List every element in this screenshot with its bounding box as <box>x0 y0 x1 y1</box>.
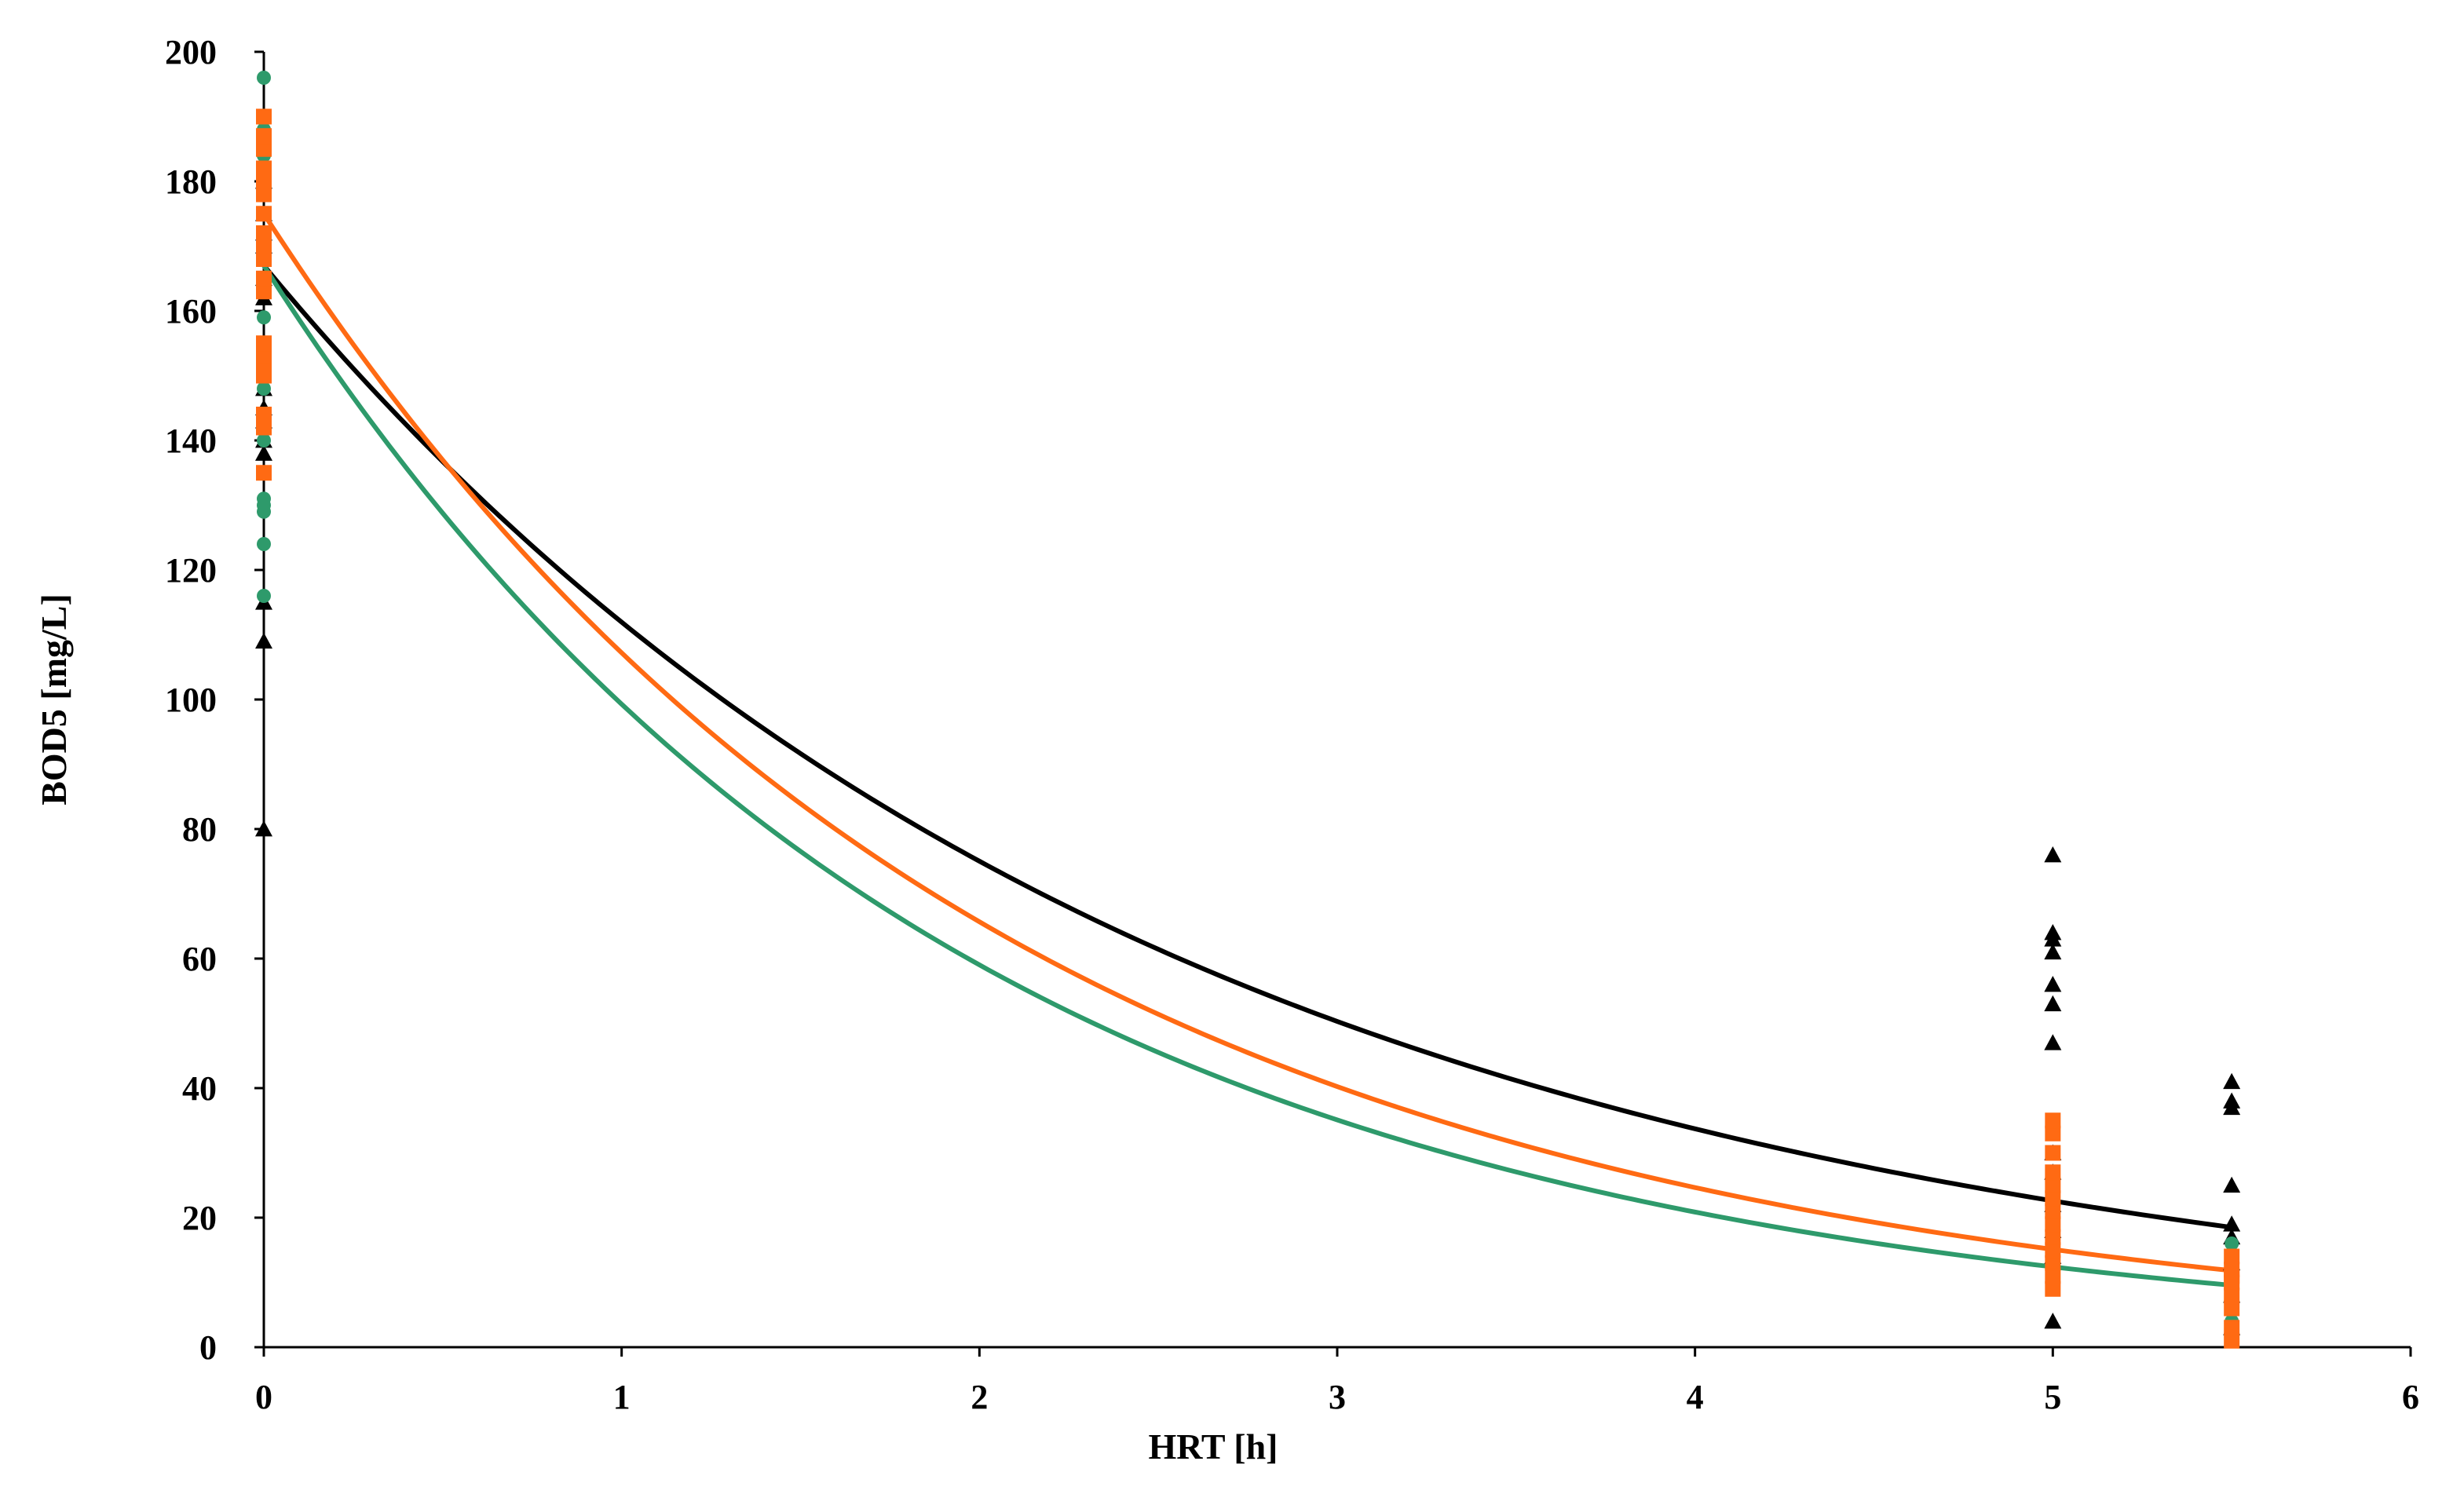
triangle-point <box>2044 943 2062 960</box>
x-tick-label: 3 <box>1329 1378 1346 1416</box>
square-point <box>256 348 272 364</box>
square-point <box>2045 1229 2061 1245</box>
square-point <box>256 465 272 481</box>
square-point <box>2045 1177 2061 1193</box>
square-point <box>256 238 272 254</box>
triangle-point <box>2223 1092 2241 1109</box>
square-point <box>2045 1255 2061 1271</box>
square-point <box>2045 1112 2061 1129</box>
square-point <box>2045 1145 2061 1161</box>
square-point <box>256 174 272 189</box>
fit-curve-series-1 <box>261 263 2235 1230</box>
square-point <box>2045 1125 2061 1142</box>
square-point <box>2224 1332 2240 1349</box>
circle-point <box>257 71 271 85</box>
square-point <box>256 128 272 144</box>
axes <box>254 50 2412 1357</box>
data-points <box>255 71 2241 1349</box>
y-axis-title: BOD5 [mg/L] <box>34 594 74 805</box>
square-point <box>256 108 272 125</box>
y-tick-label: 40 <box>182 1069 217 1108</box>
square-point <box>2224 1262 2240 1277</box>
square-point <box>256 206 272 222</box>
square-point <box>2224 1248 2240 1265</box>
fit-curve-series-3 <box>261 263 2235 1288</box>
y-tick-label: 100 <box>165 681 217 719</box>
triangle-point <box>2223 1215 2241 1232</box>
square-point <box>2224 1288 2240 1303</box>
square-point <box>2045 1280 2061 1297</box>
triangle-point <box>2223 1176 2241 1193</box>
y-tick-label: 80 <box>182 810 217 849</box>
square-point <box>256 270 272 287</box>
circle-point <box>257 310 271 325</box>
square-point <box>2224 1320 2240 1336</box>
square-point <box>2045 1242 2061 1258</box>
square-point <box>256 367 272 384</box>
x-tick-label: 5 <box>2044 1378 2061 1416</box>
triangle-point <box>255 444 272 461</box>
circle-point <box>257 382 271 396</box>
triangle-point <box>2044 846 2062 863</box>
y-tick-label: 60 <box>182 940 217 978</box>
triangle-point <box>2044 1313 2062 1329</box>
y-tick-label: 200 <box>165 33 217 71</box>
y-tick-label: 20 <box>182 1199 217 1237</box>
triangle-point <box>255 632 272 649</box>
triangle-point <box>2044 995 2062 1012</box>
square-point <box>256 186 272 203</box>
triangle-point <box>2044 924 2062 941</box>
square-point <box>256 160 272 177</box>
fit-curves <box>261 211 2235 1288</box>
y-tick-label: 180 <box>165 163 217 201</box>
x-tick-label: 4 <box>1687 1378 1704 1416</box>
square-point <box>256 407 272 422</box>
triangle-point <box>2044 1034 2062 1050</box>
y-tick-label: 120 <box>165 551 217 590</box>
x-tick-label: 2 <box>971 1378 988 1416</box>
circle-point <box>257 537 271 551</box>
x-tick-label: 6 <box>2402 1378 2419 1416</box>
square-point <box>256 251 272 267</box>
circle-point <box>257 589 271 603</box>
y-tick-label: 140 <box>165 422 217 460</box>
circle-point <box>257 491 271 506</box>
circle-point <box>257 433 271 447</box>
y-tick-label: 0 <box>199 1328 217 1367</box>
triangle-point <box>255 820 272 837</box>
x-axis-title: HRT [h] <box>1149 1426 1278 1467</box>
square-point <box>256 335 272 352</box>
x-tick-label: 0 <box>255 1378 272 1416</box>
y-tick-label: 160 <box>165 292 217 331</box>
square-point <box>256 419 272 436</box>
circle-point <box>2225 1236 2239 1251</box>
square-point <box>2045 1203 2061 1219</box>
triangle-point <box>2044 976 2062 992</box>
fit-curve-series-2 <box>261 211 2235 1273</box>
square-point <box>2045 1164 2061 1181</box>
square-point <box>256 225 272 241</box>
x-tick-label: 1 <box>613 1378 631 1416</box>
square-point <box>256 141 272 157</box>
square-point <box>2045 1216 2061 1233</box>
square-point <box>2045 1190 2061 1207</box>
square-point <box>256 283 272 300</box>
square-point <box>2224 1300 2240 1317</box>
square-point <box>2045 1268 2061 1284</box>
triangle-point <box>2223 1072 2241 1090</box>
